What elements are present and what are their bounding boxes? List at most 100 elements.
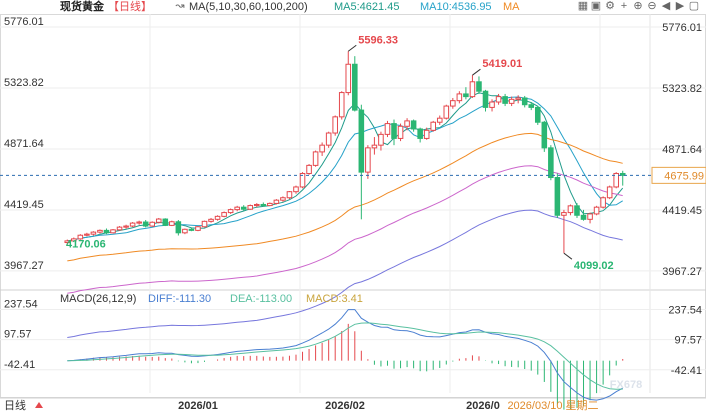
candle-body <box>195 226 201 231</box>
candle-body <box>489 101 495 108</box>
macd-value: MACD:3.41 <box>306 293 363 305</box>
price-tick-left: 5776.01 <box>4 16 44 28</box>
last-price-badge <box>651 166 706 184</box>
candle-body <box>378 133 384 146</box>
candle-body <box>306 164 312 174</box>
candle-body <box>77 234 84 240</box>
candle-body <box>528 104 535 108</box>
xaxis-label: 2026/0 <box>466 400 500 412</box>
candle-body <box>391 123 397 139</box>
price-tick-left: 5323.82 <box>4 77 44 89</box>
macd-dea-value: DEA:-113.00 <box>230 293 292 305</box>
candle-body <box>469 81 476 98</box>
settings-icon[interactable]: ⚙ <box>605 0 615 12</box>
candle-body <box>587 213 593 220</box>
candle-body <box>71 238 77 242</box>
candle-body <box>175 221 182 234</box>
ma10-value: MA10:4536.95 <box>420 1 492 13</box>
candle-body <box>404 120 410 127</box>
diff-line <box>67 309 623 401</box>
candle-body <box>280 197 286 201</box>
prev-icon[interactable]: ◀ <box>661 0 671 12</box>
candle-body <box>561 212 567 216</box>
chart-labels: 5776.01 5776.01 5323.82 5323.82 4871.64 4871.… <box>0 16 706 412</box>
candle-body <box>227 209 234 214</box>
candle-body <box>358 109 365 173</box>
candle-body <box>84 233 90 236</box>
candle-body <box>155 218 162 223</box>
high-marker-pointer <box>347 44 357 52</box>
macd-tick-left: -42.41 <box>4 359 35 371</box>
candle-body <box>502 96 508 104</box>
candle-body <box>384 123 391 135</box>
candle-body <box>365 147 371 173</box>
next-icon[interactable]: ▶ <box>675 0 685 12</box>
candle-body <box>97 229 103 233</box>
candle-body <box>613 172 619 188</box>
high2-marker: 5419.01 <box>482 58 522 70</box>
candle-body <box>182 228 188 234</box>
low-marker: 4099.02 <box>574 260 614 272</box>
candle-body <box>110 229 116 234</box>
price-tick-left: 4871.64 <box>4 138 44 150</box>
candle-body <box>456 93 463 102</box>
macd-tick-left: 97.57 <box>4 329 32 341</box>
period-label[interactable]: 【日线】 <box>108 1 152 13</box>
candle-body <box>580 214 587 220</box>
zoom-icon[interactable]: ⊕ <box>633 0 643 12</box>
candle-body <box>430 121 437 131</box>
candle-body <box>508 98 515 104</box>
period-footer: 日线 <box>4 398 26 412</box>
candle-body <box>234 206 240 211</box>
xaxis-label: 2026/02 <box>325 400 365 412</box>
layout-icon[interactable]: ▣ <box>590 0 602 12</box>
candle-body <box>417 128 423 139</box>
candlestick-series <box>64 51 626 254</box>
ma5-value: MA5:4621.45 <box>334 1 400 13</box>
candle-body <box>619 172 626 176</box>
fullscreen-icon[interactable]: ▢ <box>688 0 700 12</box>
candle-body <box>103 229 110 234</box>
candle-body <box>371 144 378 149</box>
candle-body <box>606 186 613 199</box>
candle-body <box>273 199 280 204</box>
chart-type-icon[interactable]: ↝ <box>175 0 185 12</box>
dea-line <box>67 322 623 390</box>
candle-body <box>352 63 358 111</box>
candle-body <box>319 144 325 153</box>
ma-next-value: MA <box>503 1 520 13</box>
last-price-value: 4675.99 <box>664 170 704 182</box>
candle-body <box>201 220 208 228</box>
candle-body <box>495 96 502 103</box>
candle-body <box>149 221 156 227</box>
minus-icon[interactable]: ⊖ <box>647 0 657 12</box>
candle-body <box>162 218 169 226</box>
candle-body <box>90 231 97 235</box>
watermark: FX678 <box>610 379 642 391</box>
candle-body <box>312 151 319 166</box>
candle-body <box>521 97 528 106</box>
candle-body <box>436 117 443 123</box>
high-marker: 5596.33 <box>358 34 398 46</box>
candle-body <box>208 218 214 222</box>
add-icon[interactable]: + <box>620 0 628 12</box>
macd-tick-right: 97.57 <box>674 335 702 347</box>
candle-body <box>129 222 136 227</box>
candle-body <box>286 191 293 199</box>
candle-body <box>567 205 574 214</box>
grid-view-icon[interactable]: ▦ <box>577 0 589 12</box>
candle-body <box>397 125 404 139</box>
ma30-line <box>67 132 623 262</box>
ma100-line <box>67 209 623 338</box>
candle-body <box>123 225 129 228</box>
ma-params: MA(5,10,30,60,100,200) <box>189 1 308 13</box>
candle-body <box>214 215 221 220</box>
macd-tick-left: 237.54 <box>4 298 38 310</box>
candle-body <box>574 205 580 216</box>
candle-body <box>253 203 260 207</box>
macd-tick-right: 237.54 <box>668 304 702 316</box>
candle-body <box>345 63 352 94</box>
candle-body <box>169 221 175 226</box>
instrument-title: 现货黄金 <box>60 1 104 13</box>
